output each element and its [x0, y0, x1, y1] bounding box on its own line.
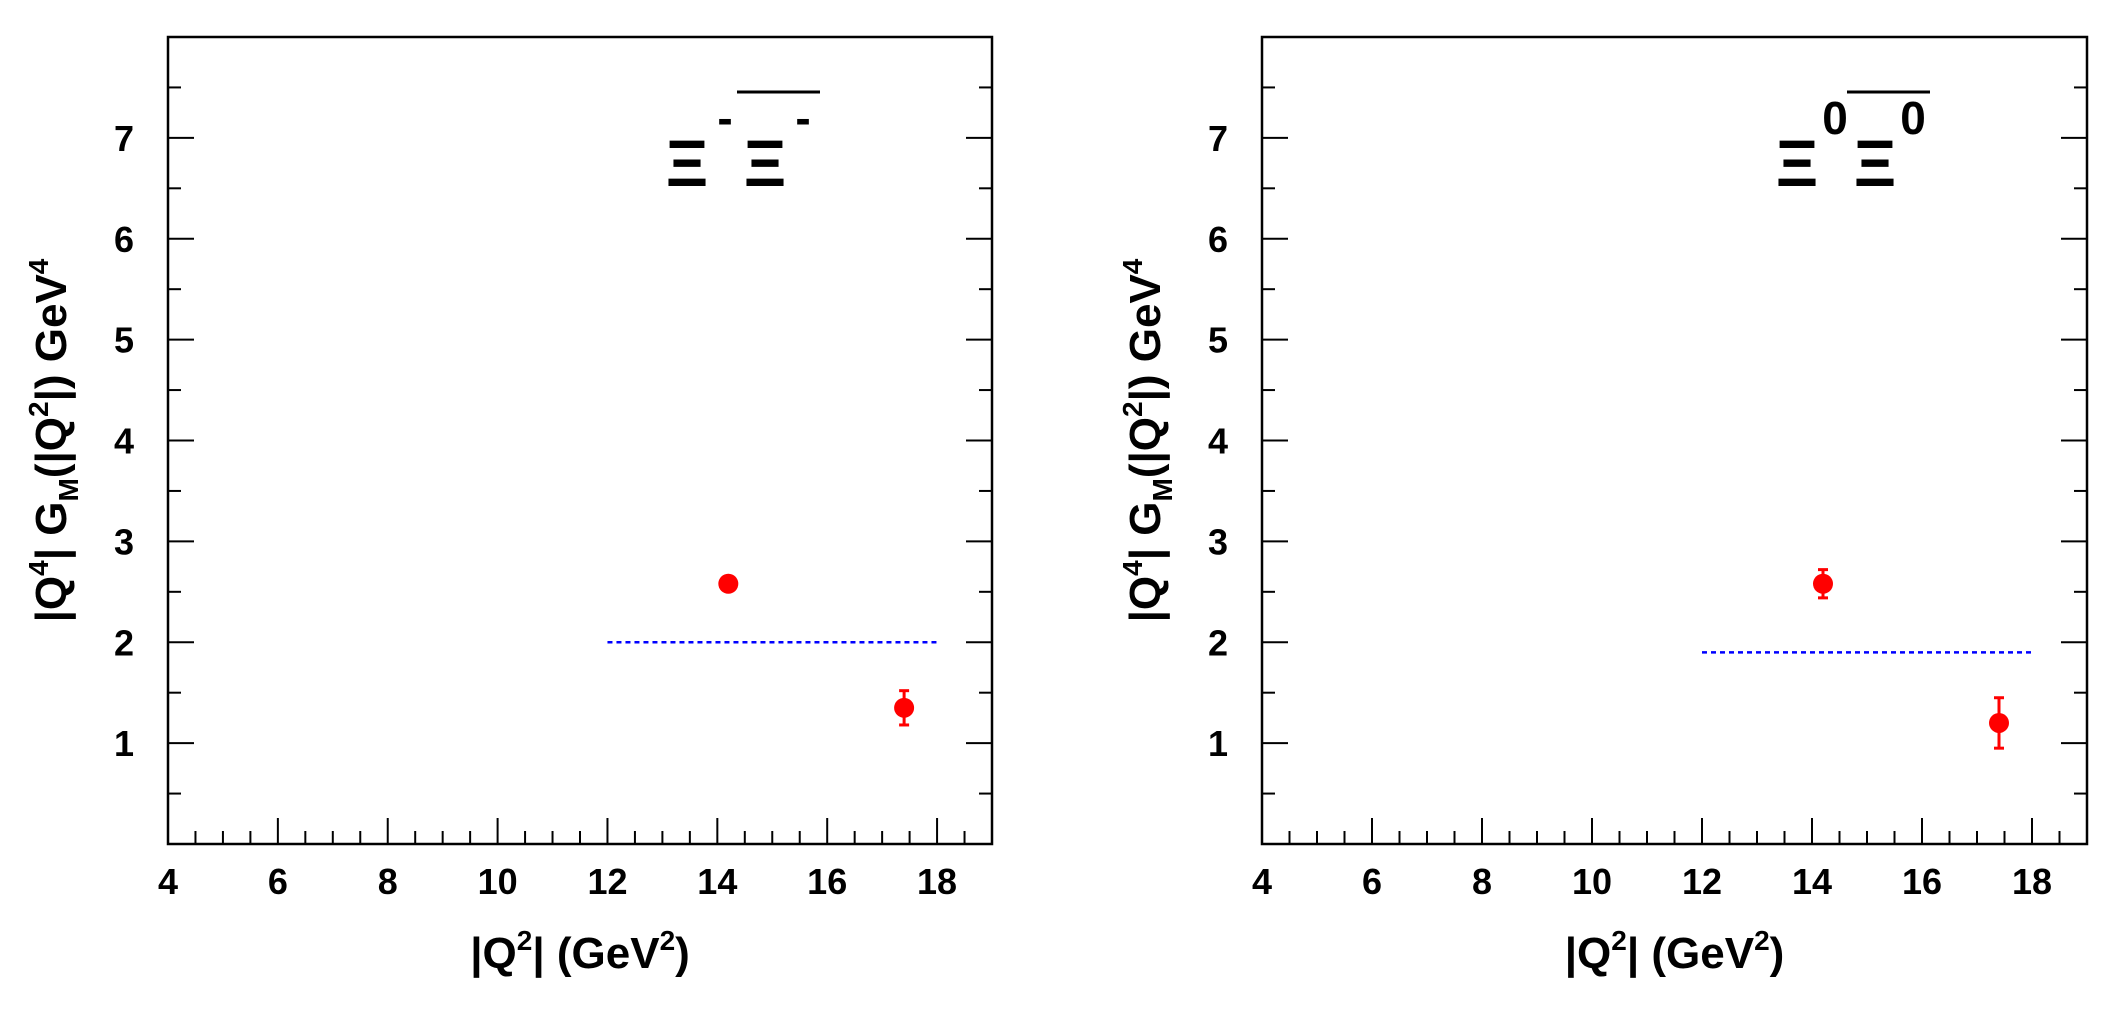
particle-symbol: Ξ	[666, 126, 708, 200]
antiparticle-symbol: Ξ	[1854, 126, 1896, 200]
x-axis-label: |Q2| (GeV2)	[1565, 925, 1785, 979]
x-tick-label: 12	[587, 861, 627, 902]
x-tick-label: 18	[917, 861, 957, 902]
x-tick-label: 6	[268, 861, 288, 902]
antiparticle-superscript: 0	[1900, 92, 1926, 144]
x-tick-label: 6	[1362, 861, 1382, 902]
y-tick-label: 6	[114, 219, 134, 260]
x-tick-label: 8	[1472, 861, 1492, 902]
x-tick-label: 10	[1572, 861, 1612, 902]
plot-frame	[166, 35, 994, 846]
y-tick-label: 1	[1208, 723, 1228, 764]
particle-superscript: -	[717, 92, 732, 144]
data-point	[1989, 712, 2009, 733]
x-tick-label: 10	[478, 861, 518, 902]
data-point	[718, 573, 739, 594]
x-tick-label: 14	[697, 861, 737, 902]
y-axis-label: |Q4| GM(|Q2|) GeV4	[23, 258, 84, 622]
particle-label: Ξ-Ξ-	[666, 90, 820, 200]
y-tick-label: 2	[114, 622, 134, 663]
y-tick-label: 7	[114, 118, 134, 159]
x-tick-label: 14	[1792, 861, 1832, 902]
y-tick-label: 3	[1208, 521, 1228, 562]
y-tick-label: 4	[114, 421, 134, 462]
y-tick-label: 2	[1208, 622, 1228, 663]
x-tick-label: 8	[378, 861, 398, 902]
plot-frame	[1260, 35, 2089, 846]
x-tick-label: 4	[158, 861, 178, 902]
x-tick-label: 12	[1682, 861, 1722, 902]
y-tick-label: 7	[1208, 118, 1228, 159]
x-tick-label: 4	[1252, 861, 1272, 902]
particle-symbol: Ξ	[1776, 126, 1818, 200]
y-tick-label: 6	[1208, 219, 1228, 260]
y-axis-label: |Q4| GM(|Q2|) GeV4	[1117, 258, 1178, 622]
antiparticle-symbol: Ξ	[744, 126, 786, 200]
data-point	[894, 697, 915, 718]
x-axis-label: |Q2| (GeV2)	[470, 925, 690, 979]
data-point	[1813, 573, 1833, 594]
y-tick-label: 5	[1208, 320, 1228, 361]
y-tick-label: 4	[1208, 421, 1228, 462]
y-tick-label: 1	[114, 723, 134, 764]
x-tick-label: 18	[2012, 861, 2052, 902]
x-tick-label: 16	[1902, 861, 1942, 902]
y-tick-label: 5	[114, 320, 134, 361]
x-tick-label: 16	[807, 861, 847, 902]
antiparticle-superscript: -	[795, 92, 810, 144]
y-tick-label: 3	[114, 521, 134, 562]
particle-superscript: 0	[1822, 92, 1848, 144]
